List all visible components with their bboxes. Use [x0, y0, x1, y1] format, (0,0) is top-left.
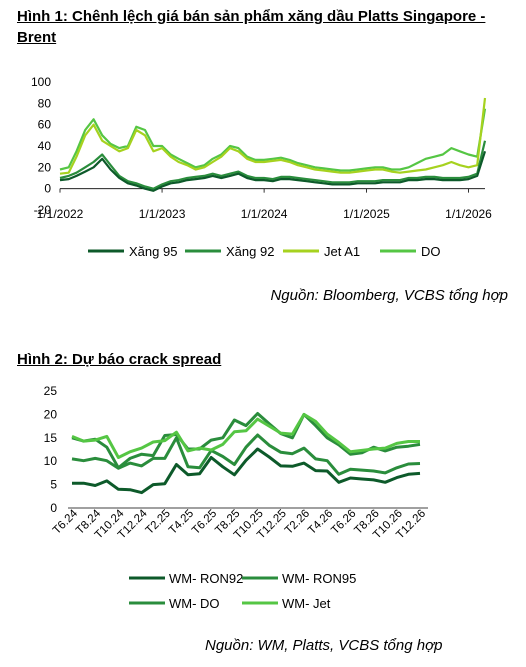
legend-label: DO: [421, 244, 441, 259]
y-tick-label: 10: [44, 454, 58, 468]
series-line: [59, 97, 487, 175]
y-tick-label: 0: [44, 182, 51, 196]
figure1-source: Nguồn: Bloomberg, VCBS tổng hợp: [270, 287, 508, 304]
series-line: [59, 140, 487, 190]
y-tick-label: 0: [50, 501, 57, 515]
x-tick-label: T2.25: [144, 508, 173, 537]
x-tick-label: T4.25: [167, 508, 196, 537]
y-tick-label: -20: [34, 203, 52, 217]
legend-label: WM- DO: [169, 596, 220, 611]
y-tick-label: 40: [38, 139, 52, 153]
series-line: [59, 150, 487, 192]
x-tick-label: T4.26: [306, 508, 335, 537]
series-line: [71, 412, 420, 459]
series-line: [72, 447, 421, 495]
y-tick-label: 5: [50, 478, 57, 492]
figure2-source: Nguồn: WM, Platts, VCBS tổng hợp: [205, 637, 443, 654]
legend-label: WM- RON92: [169, 571, 243, 586]
y-tick-label: 20: [44, 407, 58, 421]
legend-label: Jet A1: [324, 244, 360, 259]
x-tick-label: 1/1/2024: [241, 207, 288, 221]
y-tick-label: 20: [38, 160, 52, 174]
x-tick-label: 1/1/2026: [445, 207, 492, 221]
series-line: [71, 412, 421, 470]
x-tick-label: 1/1/2025: [343, 207, 390, 221]
x-tick-label: 1/1/2022: [37, 207, 84, 221]
legend-label: Xăng 95: [129, 244, 177, 259]
figure1-chart: 100 80 60 40 20 0 -201/1/2022 1/1/2023 1/1/2024 1…: [31, 75, 492, 259]
y-tick-label: 80: [38, 96, 52, 110]
figure2-chart: 2520151050T6.24T8.24T10.24T12.24T2.25T4.…: [44, 384, 428, 611]
figure1-title: Hình 1: Chênh lệch giá bán sản phẩm xăng…: [17, 8, 486, 46]
x-tick-label: 1/1/2023: [139, 207, 186, 221]
y-tick-label: 60: [38, 118, 52, 132]
x-tick-label: T6.26: [329, 508, 358, 537]
y-tick-label: 100: [31, 75, 51, 89]
legend-label: WM- RON95: [282, 571, 356, 586]
x-tick-label: T2.26: [283, 508, 312, 537]
y-tick-label: 15: [44, 431, 58, 445]
legend-label: Xăng 92: [226, 244, 274, 259]
figure2-title: Hình 2: Dự báo crack spread: [17, 351, 222, 368]
legend-label: WM- Jet: [282, 596, 331, 611]
x-tick-label: T6.25: [190, 508, 219, 537]
y-tick-label: 25: [44, 384, 58, 398]
series-line: [71, 433, 421, 476]
